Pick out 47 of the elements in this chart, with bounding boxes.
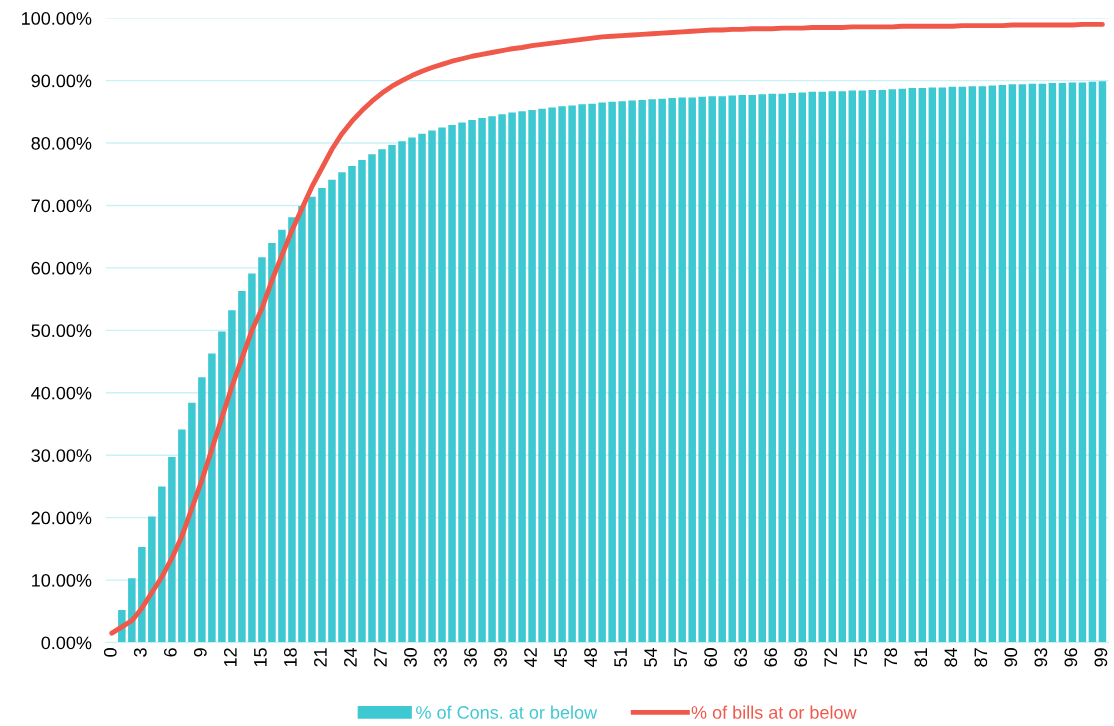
x-tick-label: 3 xyxy=(133,648,147,657)
y-tick-label: 100.00% xyxy=(22,12,92,25)
y-tick-label: 90.00% xyxy=(31,74,92,88)
y-tick-label: 20.00% xyxy=(31,511,92,525)
x-tick-label: 51 xyxy=(614,648,627,667)
x-tick-label: 78 xyxy=(884,648,898,667)
x-tick-label: 15 xyxy=(254,648,267,667)
x-tick-label: 57 xyxy=(674,648,688,667)
x-tick-label: 90 xyxy=(1004,648,1018,667)
y-tick-label: 30.00% xyxy=(31,449,92,462)
x-tick-label: 9 xyxy=(193,648,207,657)
x-tick-label: 63 xyxy=(734,648,748,667)
x-tick-label: 6 xyxy=(163,648,177,657)
x-tick-label: 48 xyxy=(584,648,597,668)
x-tick-label: 45 xyxy=(554,648,567,668)
y-tick-label: 60.00% xyxy=(31,261,92,275)
y-tick-label: 0.00% xyxy=(41,636,92,650)
x-tick-label: 12 xyxy=(223,648,237,667)
x-tick-label: 72 xyxy=(824,648,837,667)
y-tick-label: 50.00% xyxy=(31,324,92,338)
y-tick-label: 70.00% xyxy=(31,199,92,213)
x-tick-label: 93 xyxy=(1034,648,1048,667)
legend-label: % of Cons. at or below xyxy=(416,705,598,719)
y-tick-label: 10.00% xyxy=(32,574,92,587)
x-tick-label: 0 xyxy=(103,648,117,657)
x-tick-label: 18 xyxy=(284,648,297,667)
x-tick-label: 87 xyxy=(974,648,988,667)
x-tick-label: 69 xyxy=(794,648,808,667)
x-tick-label: 39 xyxy=(494,648,507,667)
x-tick-label: 21 xyxy=(314,648,327,667)
y-tick-label: 80.00% xyxy=(31,136,92,150)
x-tick-label: 30 xyxy=(404,648,417,667)
x-tick-label: 24 xyxy=(344,647,357,667)
x-tick-label: 66 xyxy=(764,648,778,667)
x-tick-label: 36 xyxy=(464,648,477,667)
x-tick-label: 99 xyxy=(1094,648,1108,667)
x-tick-label: 81 xyxy=(914,648,928,667)
y-tick-label: 40.00% xyxy=(31,386,92,400)
x-tick-label: 84 xyxy=(944,647,958,667)
x-tick-label: 27 xyxy=(374,648,387,667)
legend-label: % of bills at or below xyxy=(691,705,857,719)
x-tick-label: 42 xyxy=(524,648,537,668)
x-tick-label: 75 xyxy=(854,648,868,667)
x-tick-label: 60 xyxy=(704,648,718,667)
x-tick-label: 54 xyxy=(644,647,657,667)
x-tick-label: 33 xyxy=(434,648,447,667)
x-tick-label: 96 xyxy=(1064,648,1078,667)
